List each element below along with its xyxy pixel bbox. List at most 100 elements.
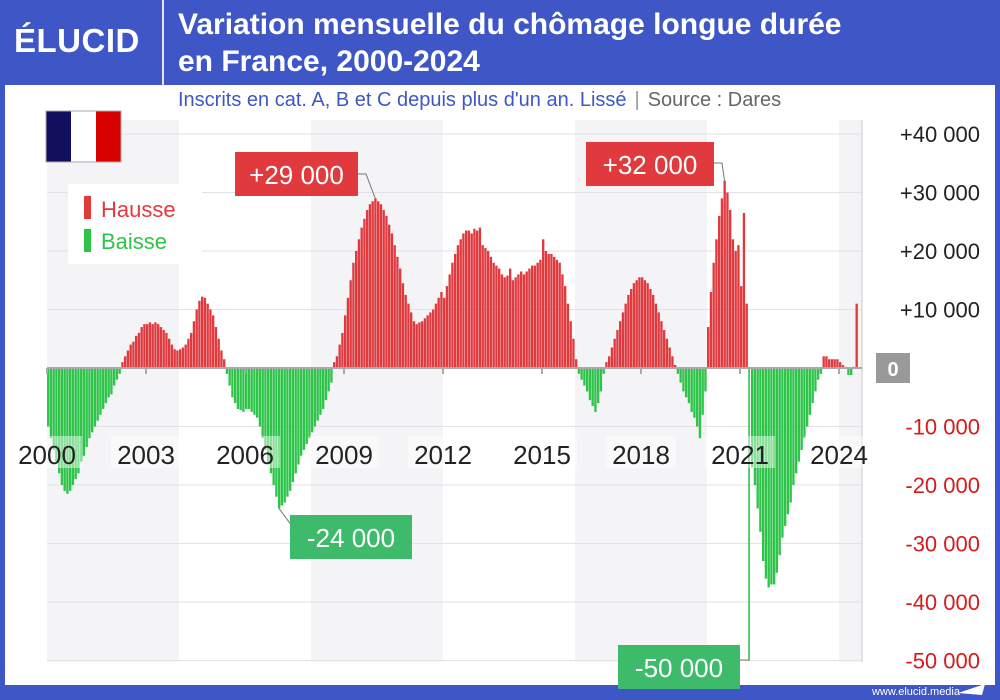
bar-2016-8 xyxy=(594,368,597,412)
bar-2016-10 xyxy=(599,368,603,392)
bar-2010-9 xyxy=(399,268,402,368)
bar-2000-12 xyxy=(77,368,80,474)
bar-2010-2 xyxy=(379,204,383,368)
bar-2012-5 xyxy=(454,253,457,368)
bar-2008-4 xyxy=(319,368,322,415)
bar-2004-3 xyxy=(184,344,187,368)
bar-2015-1 xyxy=(542,239,545,368)
bar-2011-10 xyxy=(434,303,438,368)
x-tick-label: 2021 xyxy=(711,440,769,470)
bar-2009-6 xyxy=(357,239,361,368)
bar-2013-5 xyxy=(487,251,490,368)
bar-2000-7 xyxy=(63,368,66,491)
bar-2017-1 xyxy=(608,356,611,368)
bar-2006-11 xyxy=(272,368,275,485)
bar-2006-1 xyxy=(245,368,248,409)
bar-2002-10 xyxy=(137,332,141,368)
bar-2005-2 xyxy=(214,327,218,368)
bar-2001-4 xyxy=(88,368,91,439)
bar-2001-11 xyxy=(107,368,110,398)
bar-2019-2 xyxy=(676,368,680,374)
bar-2003-8 xyxy=(165,332,168,368)
bar-2004-9 xyxy=(201,296,204,368)
bar-2005-8 xyxy=(231,368,234,398)
x-tick-label: 2006 xyxy=(216,440,274,470)
legend: Hausse Baisse xyxy=(68,184,202,264)
bar-2016-9 xyxy=(597,368,600,404)
bar-2022-12 xyxy=(803,368,806,439)
bar-2002-9 xyxy=(135,335,138,368)
bar-2007-8 xyxy=(297,368,300,465)
bar-2018-3 xyxy=(646,283,649,368)
bar-2020-11 xyxy=(734,251,737,368)
bar-2013-3 xyxy=(481,245,484,368)
bar-2007-12 xyxy=(308,368,311,439)
bar-2011-1 xyxy=(410,312,413,368)
bar-2004-7 xyxy=(195,309,198,368)
bar-2020-6 xyxy=(720,198,724,368)
bar-2013-10 xyxy=(500,274,504,368)
bar-2011-7 xyxy=(426,315,429,368)
bar-2015-10 xyxy=(566,303,570,368)
bar-2024-1 xyxy=(839,362,842,368)
bar-2023-9 xyxy=(828,359,831,368)
bar-2003-6 xyxy=(159,327,163,368)
bar-2015-5 xyxy=(553,256,556,368)
bar-2007-3 xyxy=(283,368,286,503)
bar-2021-1 xyxy=(740,286,743,368)
bar-2017-2 xyxy=(610,347,614,368)
bar-2013-4 xyxy=(484,248,487,368)
bar-2024-7 xyxy=(855,303,858,368)
bar-2002-3 xyxy=(118,368,121,374)
bar-2017-5 xyxy=(619,321,622,368)
bar-2009-5 xyxy=(355,251,358,368)
annotation-box xyxy=(235,152,358,196)
annotation-leader-line xyxy=(358,173,376,199)
bar-2006-4 xyxy=(253,368,256,415)
bar-2022-10 xyxy=(797,368,801,462)
bar-2002-4 xyxy=(121,362,124,368)
bar-2000-5 xyxy=(58,368,61,474)
bar-2000-8 xyxy=(66,368,69,494)
bar-2003-4 xyxy=(154,322,157,368)
bar-2013-12 xyxy=(506,275,509,368)
bar-2016-12 xyxy=(605,362,608,368)
y-tick-label: 0 xyxy=(887,359,898,381)
bar-2005-1 xyxy=(212,315,215,368)
bar-2013-11 xyxy=(503,277,506,368)
bar-2001-6 xyxy=(93,368,97,427)
bar-2009-8 xyxy=(363,218,366,368)
bar-2024-4 xyxy=(847,368,850,376)
bar-2020-12 xyxy=(737,245,740,368)
bar-2015-9 xyxy=(564,286,567,368)
x-tick-label: 2009 xyxy=(315,440,373,470)
bar-2018-4 xyxy=(649,289,652,368)
x-tick-label-bg xyxy=(507,436,577,468)
bar-2008-8 xyxy=(330,368,333,383)
bar-2006-5 xyxy=(256,368,259,418)
x-tick-label-bg xyxy=(606,436,676,468)
bar-2016-1 xyxy=(575,359,578,368)
bar-2007-6 xyxy=(291,368,295,483)
background-band xyxy=(839,120,862,662)
bar-2019-7 xyxy=(690,368,693,412)
bar-2008-10 xyxy=(335,356,339,368)
bar-2008-3 xyxy=(316,368,319,421)
bar-2009-1 xyxy=(344,315,347,368)
bar-2007-7 xyxy=(294,368,297,474)
bar-2008-12 xyxy=(341,332,344,368)
bar-2007-9 xyxy=(300,368,303,456)
bar-2017-7 xyxy=(624,303,627,368)
bar-2007-4 xyxy=(286,368,289,497)
bar-2002-2 xyxy=(115,368,119,380)
x-tick-label: 2000 xyxy=(18,440,76,470)
bar-2008-1 xyxy=(311,368,314,433)
x-tick-label-bg xyxy=(111,436,181,468)
bar-2019-3 xyxy=(679,368,682,383)
bar-2016-7 xyxy=(591,368,594,407)
bar-2013-6 xyxy=(489,256,493,368)
bar-2000-9 xyxy=(69,368,72,491)
bar-2014-6 xyxy=(522,274,526,368)
bar-2017-9 xyxy=(630,289,633,368)
bar-2020-10 xyxy=(731,239,735,368)
